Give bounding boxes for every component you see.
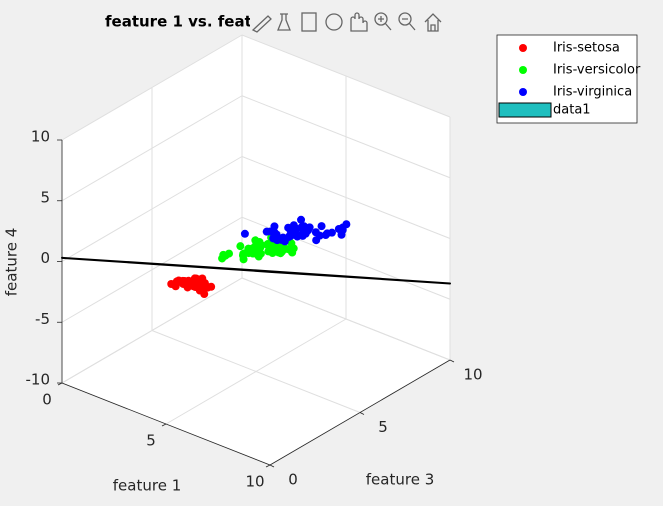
point <box>284 223 293 232</box>
toolbar-zoom-out[interactable] <box>398 12 412 26</box>
y-tick-label: 10 <box>463 366 482 384</box>
point <box>279 233 288 242</box>
point <box>287 239 296 248</box>
toolbar-home[interactable] <box>424 13 442 32</box>
toolbar-legend[interactable] <box>301 12 317 32</box>
toolbar <box>250 8 442 36</box>
z-tick-label: 5 <box>40 188 50 206</box>
point <box>187 281 196 290</box>
y-tick-label: 0 <box>288 471 298 489</box>
x-tick-label: 10 <box>245 473 264 491</box>
toolbar-zoom-in[interactable] <box>374 12 388 26</box>
z-grid-line <box>241 34 451 118</box>
point <box>195 282 204 291</box>
z-grid-line <box>61 156 243 262</box>
toolbar-background <box>250 8 440 36</box>
z-tick-label: 10 <box>31 128 50 146</box>
point <box>178 278 187 287</box>
y-tick <box>359 412 365 415</box>
point <box>317 222 326 231</box>
y-axis-label: feature 3 <box>366 471 434 489</box>
toolbar-rotate[interactable] <box>325 13 343 31</box>
y-grid-line <box>151 330 361 413</box>
point <box>240 229 249 238</box>
legend-marker <box>519 88 527 96</box>
point <box>327 228 336 237</box>
x-tick <box>265 464 271 468</box>
x-axis-label: feature 1 <box>113 477 181 495</box>
z-grid-line <box>241 156 451 239</box>
z-grid-line <box>61 34 243 141</box>
z-grid-line <box>61 95 243 202</box>
axes: 0 5 10 0 5 10 -10 -5 0 5 10 feature 1 feature 3 featu… <box>3 34 483 495</box>
z-tick-label: 0 <box>40 249 50 267</box>
z-axis-label: feature 4 <box>3 228 21 296</box>
point <box>342 220 351 229</box>
point <box>297 215 306 224</box>
point <box>250 245 259 254</box>
legend-marker <box>519 44 527 52</box>
point <box>239 251 247 260</box>
point <box>286 231 295 240</box>
toolbar-pan[interactable] <box>350 12 368 32</box>
point <box>281 244 290 253</box>
x-tick <box>161 423 167 427</box>
chart-title: feature 1 vs. feat <box>105 13 252 31</box>
z-grid-line <box>61 277 243 384</box>
point <box>321 231 330 240</box>
point <box>264 247 273 256</box>
z-tick-label: -10 <box>26 371 51 389</box>
z-tick-label: -5 <box>35 310 50 328</box>
y-tick-label: 5 <box>378 418 388 436</box>
point <box>207 282 216 291</box>
x-tick-label: 0 <box>42 391 52 409</box>
legend-swatch <box>498 102 552 118</box>
legend-label: Iris-versicolor <box>553 63 641 78</box>
z-grid-line <box>241 277 451 361</box>
y-tick <box>269 464 275 468</box>
point <box>274 248 283 257</box>
point <box>262 227 271 236</box>
z-grid-line <box>241 95 451 179</box>
point <box>312 236 321 245</box>
legend-label: Iris-virginica <box>553 85 632 100</box>
legend: Iris-setosa Iris-versicolor Iris-virginica… <box>496 34 641 124</box>
toolbar-zoom-out-symbol <box>402 18 416 31</box>
x-tick-label: 5 <box>146 432 156 450</box>
point <box>198 274 207 283</box>
y-tick <box>449 359 455 363</box>
legend-label: data1 <box>553 103 591 118</box>
point <box>337 230 346 239</box>
toolbar-flask[interactable] <box>277 13 291 31</box>
point <box>270 222 279 231</box>
point <box>272 230 281 239</box>
legend-label: Iris-setosa <box>553 41 620 56</box>
point <box>172 277 181 286</box>
z-grid-line <box>61 216 243 323</box>
point <box>236 242 245 251</box>
point <box>299 222 308 231</box>
point <box>218 254 227 263</box>
surface <box>61 256 451 285</box>
toolbar-zoom-in-symbol <box>378 16 392 31</box>
toolbar-brush[interactable] <box>251 15 272 33</box>
legend-marker <box>519 66 527 74</box>
